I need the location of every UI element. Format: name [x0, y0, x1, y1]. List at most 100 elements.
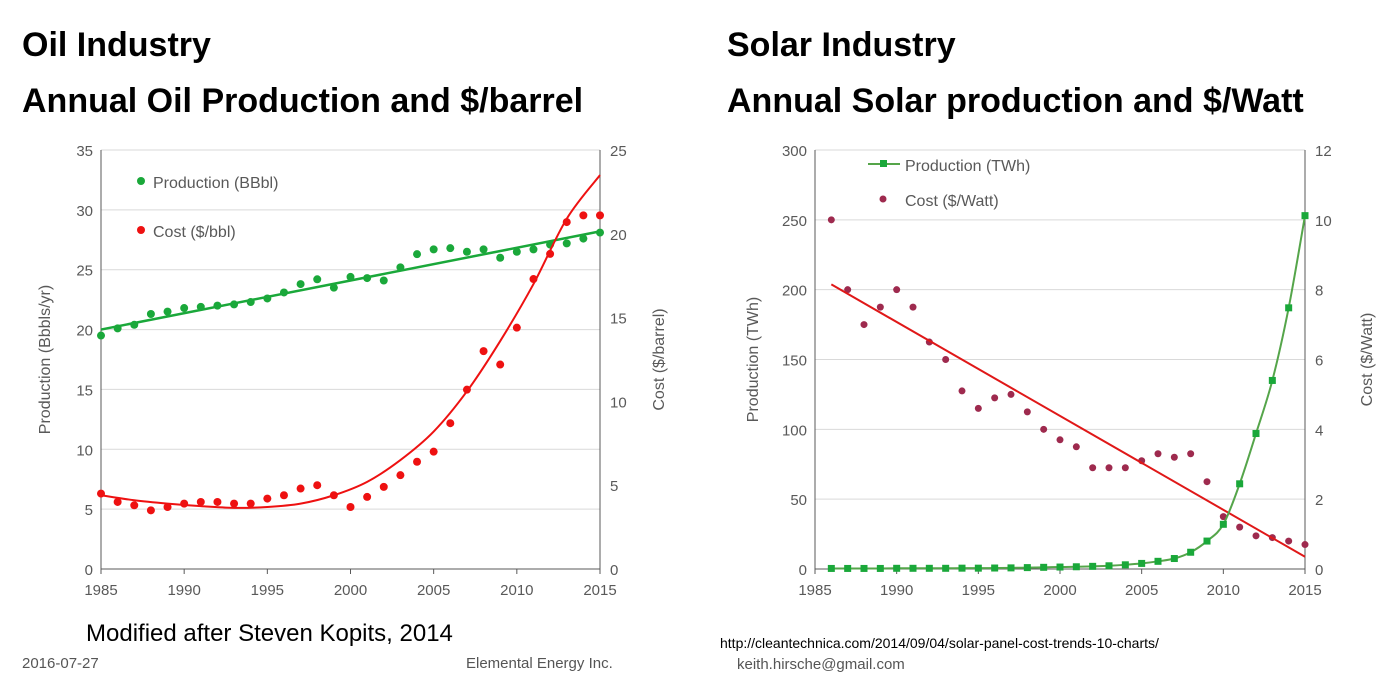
oil-cost-point [379, 482, 388, 491]
oil-production-point [180, 304, 189, 313]
solar-legend-cost-marker [879, 195, 887, 203]
oil-cost-point [113, 497, 122, 506]
solar-cost-point [1105, 464, 1113, 472]
solar-production-point [1040, 563, 1048, 571]
oil-y-tick-label: 10 [76, 442, 93, 459]
oil-credit: Modified after Steven Kopits, 2014 [86, 620, 453, 647]
oil-production-point [496, 253, 505, 262]
solar-legend-production-marker [880, 160, 887, 167]
oil-cost-point [130, 501, 139, 510]
oil-y-tick-label: 5 [85, 502, 93, 519]
solar-production-point [1236, 480, 1244, 488]
solar-production-point [1072, 563, 1080, 571]
solar-y-axis-title: Production (TWh) [745, 297, 762, 422]
oil-y-tick-label: 30 [76, 203, 93, 220]
oil-y2-tick-label: 0 [610, 562, 618, 579]
solar-production-point [860, 564, 868, 572]
oil-cost-point [230, 499, 239, 508]
oil-cost-point [263, 494, 272, 503]
oil-cost-point [313, 481, 322, 490]
solar-production-point [974, 564, 982, 572]
solar-y2-tick-label: 2 [1315, 492, 1323, 509]
solar-cost-point [844, 286, 852, 294]
solar-production-point [1285, 304, 1293, 312]
solar-cost-point [1187, 450, 1195, 458]
solar-y-tick-label: 200 [782, 283, 807, 300]
oil-x-tick-label: 2005 [417, 582, 450, 599]
solar-production-point [1187, 548, 1195, 556]
oil-legend-cost-label: Cost ($/bbl) [153, 224, 236, 241]
oil-y2-tick-label: 15 [610, 311, 627, 328]
solar-cost-point [1219, 513, 1227, 521]
oil-production-point [379, 276, 388, 285]
footer-email[interactable]: keith.hirsche@gmail.com [737, 656, 905, 673]
solar-cost-point [827, 216, 835, 224]
solar-cost-point [1089, 464, 1097, 472]
oil-legend-production-label: Production (BBbl) [153, 175, 278, 192]
oil-production-point [329, 283, 338, 292]
solar-production-point [925, 564, 933, 572]
solar-cost-trendline [830, 283, 1306, 558]
solar-cost-point [974, 404, 982, 412]
solar-x-tick-label: 1985 [798, 582, 831, 599]
solar-production-point [1154, 557, 1162, 565]
solar-production-point [1203, 537, 1211, 545]
solar-y-tick-label: 150 [782, 353, 807, 370]
solar-production-point [1007, 564, 1015, 572]
oil-cost-point [496, 360, 505, 369]
solar-production-point [909, 564, 917, 572]
oil-y-tick-label: 20 [76, 323, 93, 340]
solar-legend-cost-label: Cost ($/Watt) [905, 193, 999, 210]
oil-cost-point [413, 457, 422, 466]
solar-cost-point [1121, 464, 1129, 472]
solar-cost-point [1170, 453, 1178, 461]
solar-y2-tick-label: 10 [1315, 213, 1332, 230]
oil-y2-tick-label: 20 [610, 227, 627, 244]
solar-cost-point [909, 303, 917, 311]
solar-source-link[interactable]: http://cleantechnica.com/2014/09/04/sola… [720, 635, 1159, 651]
oil-cost-point [596, 211, 604, 220]
solar-y2-axis-title: Cost ($/Watt) [1359, 313, 1376, 407]
solar-production-point [991, 564, 999, 572]
oil-y-axis-title: Production (Bbbls/yr) [37, 285, 54, 434]
solar-production-point [942, 564, 950, 572]
solar-production-point [1023, 564, 1031, 572]
oil-cost-point [163, 502, 172, 511]
solar-x-tick-label: 1990 [880, 582, 913, 599]
solar-y2-tick-label: 8 [1315, 283, 1323, 300]
solar-production-point [1301, 212, 1309, 220]
solar-y-tick-label: 0 [799, 562, 807, 579]
solar-y-tick-label: 250 [782, 213, 807, 230]
solar-cost-point [1023, 408, 1031, 416]
oil-production-point [413, 250, 422, 259]
oil-y2-axis-title: Cost ($/barrel) [651, 308, 668, 410]
footer-company: Elemental Energy Inc. [466, 655, 613, 672]
solar-y-tick-label: 300 [782, 143, 807, 160]
oil-title: Oil Industry [22, 26, 211, 64]
oil-cost-trendline [100, 174, 601, 509]
solar-production-point [1252, 430, 1260, 438]
oil-x-tick-label: 2000 [334, 582, 367, 599]
oil-production-point [296, 280, 305, 289]
solar-production-point [844, 564, 852, 572]
oil-cost-point [446, 419, 455, 428]
oil-y-tick-label: 15 [76, 382, 93, 399]
oil-production-point [313, 275, 322, 284]
oil-production-point [97, 331, 105, 340]
solar-x-tick-label: 2000 [1043, 582, 1076, 599]
solar-cost-point [1236, 523, 1244, 531]
solar-y-tick-label: 100 [782, 422, 807, 439]
solar-y2-tick-label: 4 [1315, 422, 1323, 439]
oil-production-trendline [100, 230, 601, 331]
solar-cost-point [1056, 436, 1064, 444]
solar-production-point [1121, 561, 1129, 569]
solar-production-point [1219, 520, 1227, 528]
oil-cost-point [479, 347, 488, 356]
oil-production-point [529, 245, 538, 254]
solar-cost-point [1285, 537, 1293, 545]
solar-production-point [1056, 563, 1064, 571]
oil-production-point [462, 247, 471, 256]
solar-production-point [827, 564, 835, 572]
solar-cost-point [1040, 425, 1048, 433]
solar-y2-tick-label: 0 [1315, 562, 1323, 579]
